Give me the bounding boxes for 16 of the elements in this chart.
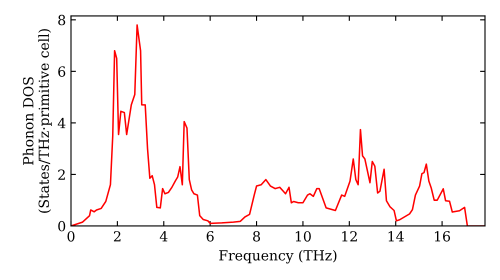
y-tick-label: 0	[58, 220, 66, 232]
x-tick-label: 4	[160, 231, 168, 242]
y-tick-label: 2	[58, 169, 65, 180]
y-axis-title: Phonon DOS (States/THz·primitive cell)	[22, 29, 52, 213]
y-tick-label: 8	[58, 14, 66, 26]
x-tick-label: 6	[206, 231, 214, 242]
x-tick-label: 12	[342, 231, 357, 242]
y-tick-label: 6	[58, 66, 66, 77]
x-tick-label: 14	[388, 231, 404, 242]
x-tick-label: 0	[67, 231, 74, 242]
y-tick-label: 4	[58, 118, 66, 128]
x-tick-label: 10	[296, 231, 311, 242]
x-tick-label: 8	[253, 231, 260, 242]
x-tick-label: 16	[434, 231, 450, 242]
x-axis-title: Frequency (THz)	[219, 250, 336, 264]
x-tick-label: 2	[114, 231, 120, 242]
